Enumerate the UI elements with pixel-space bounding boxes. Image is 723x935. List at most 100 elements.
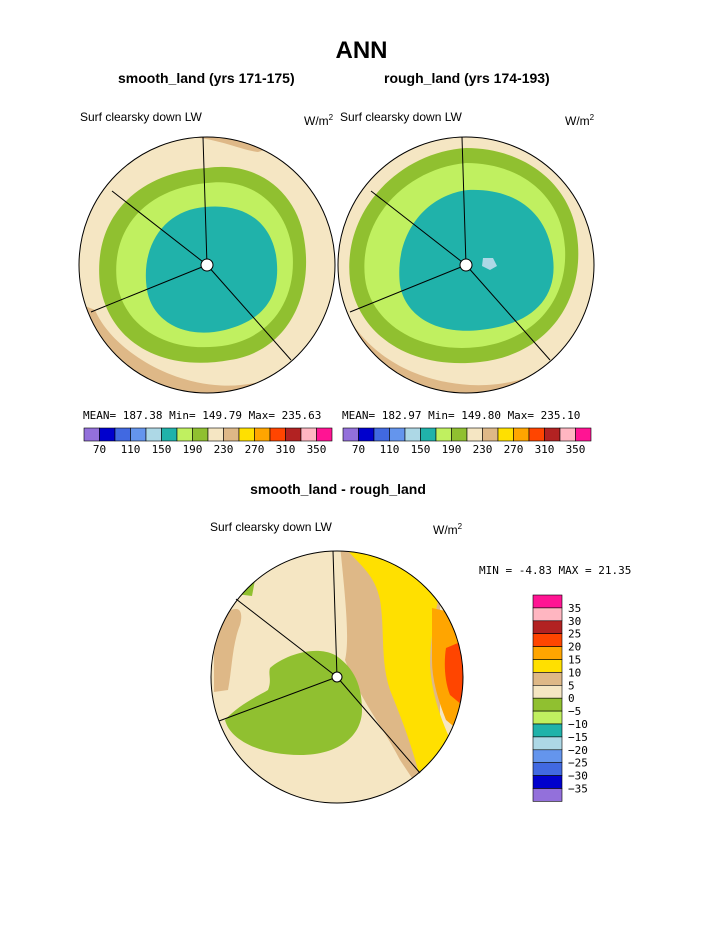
diff-stats: MIN = -4.83 MAX = 21.35 [479,564,632,577]
colorbar-tick-label: 35 [568,602,581,615]
colorbar-tick-label: 15 [568,654,581,667]
colorbar-tick-label: −35 [568,783,588,796]
colorbar-tick-label: 70 [93,443,106,456]
map-smooth-land-border [78,136,336,394]
colorbar-tick-label: −5 [568,705,581,718]
colorbar-swatch [466,427,483,442]
colorbar-tick-label: −15 [568,731,588,744]
colorbar-tick-label: 25 [568,628,581,641]
colorbar-swatch [532,788,563,802]
colorbar-swatch [161,427,178,442]
meridian-b2 [370,190,467,266]
pole-a [200,258,214,272]
colorbar-swatch [532,646,563,660]
colorbar-swatch [559,427,576,442]
band-25 [444,640,463,705]
meridian-a2 [111,190,208,266]
meridian-b3 [349,264,467,313]
colorbar-swatch [254,427,271,442]
colorbar-swatch [532,710,563,725]
colorbar-swatch [269,427,286,442]
colorbar-tick-label: 190 [442,443,462,456]
colorbar-tick-label: 270 [504,443,524,456]
colorbar-swatch [532,594,563,609]
colorbar-tick-label: 150 [152,443,172,456]
colorbar-swatch [532,736,563,751]
colorbar-swatch [342,427,359,442]
meridian-a3 [90,264,208,313]
diff-units-label: W/m2 [433,522,463,537]
colorbar-swatch [145,427,162,442]
colorbar-swatch [532,684,563,699]
colorbar-swatch [114,427,131,442]
colorbar-swatch [532,672,563,686]
right-stats: MEAN= 182.97 Min= 149.80 Max= 235.10 [342,409,581,422]
band-neg5 [225,650,362,755]
colorbar-swatch [575,427,592,442]
colorbar-swatch [285,427,302,442]
colorbar-tick-label: 70 [352,443,365,456]
colorbar-swatch [300,427,317,442]
colorbar-swatch [451,427,468,442]
colorbar-smooth-land: 70 110 150 190 230 270 310 350 [83,427,333,456]
colorbar-rough-land: 70 110 150 190 230 270 310 350 [342,427,592,456]
colorbar-tick-label: 350 [307,443,327,456]
colorbar-swatch [532,697,563,712]
colorbar-swatch [83,427,100,442]
colorbar-swatch [99,427,116,442]
diff-var-label: Surf clearsky down LW [210,520,332,534]
band-0-inner [296,556,412,790]
colorbar-tick-label: −20 [568,744,588,757]
colorbar-swatch [192,427,209,442]
right-var-label: Surf clearsky down LW [340,110,462,124]
main-title: ANN [335,37,388,64]
meridian-b4 [465,264,551,361]
band-neg5-edge [236,580,255,596]
colorbar-tick-label: 230 [214,443,234,456]
meridian-a4 [206,264,292,361]
colorbar-swatch [532,749,563,763]
colorbar-swatch [532,633,563,647]
colorbar-swatch [389,427,406,442]
colorbar-tick-label: 270 [245,443,265,456]
colorbar-swatch [373,427,390,442]
colorbar-tick-label: 150 [411,443,431,456]
colorbar-swatch [532,620,563,634]
colorbar-swatch [130,427,147,442]
colorbar-swatch [544,427,561,442]
colorbar-swatch [358,427,375,442]
pole-b [459,258,473,272]
right-units-label: W/m2 [565,113,595,128]
colorbar-tick-label: 10 [568,666,581,679]
colorbar-swatch [176,427,193,442]
colorbar-swatch [532,659,563,673]
band-150 [482,258,497,270]
meridian-a1 [202,136,208,266]
meridian-b1 [461,136,467,266]
colorbar-tick-label: 310 [276,443,296,456]
colorbar-swatch [316,427,333,442]
colorbar-swatch [482,427,499,442]
colorbar-swatch [207,427,224,442]
left-subtitle: smooth_land (yrs 171-175) [118,70,295,86]
colorbar-tick-label: 230 [473,443,493,456]
colorbar-swatch [238,427,255,442]
colorbar-swatch [532,607,563,622]
colorbar-swatch [532,723,563,738]
colorbar-tick-label: 0 [568,692,575,705]
colorbar-tick-label: −25 [568,757,588,770]
colorbar-tick-label: 350 [566,443,586,456]
colorbar-swatch [532,762,563,776]
meridian-c1 [332,550,338,678]
meridian-c2 [235,598,338,678]
meridian-c4 [336,676,421,774]
left-stats: MEAN= 187.38 Min= 149.79 Max= 235.63 [83,409,322,422]
right-subtitle: rough_land (yrs 174-193) [384,70,550,86]
colorbar-tick-label: −30 [568,770,588,783]
colorbar-swatch [223,427,240,442]
pole-c [331,671,343,683]
left-var-label: Surf clearsky down LW [80,110,202,124]
band-5-west [214,608,242,692]
